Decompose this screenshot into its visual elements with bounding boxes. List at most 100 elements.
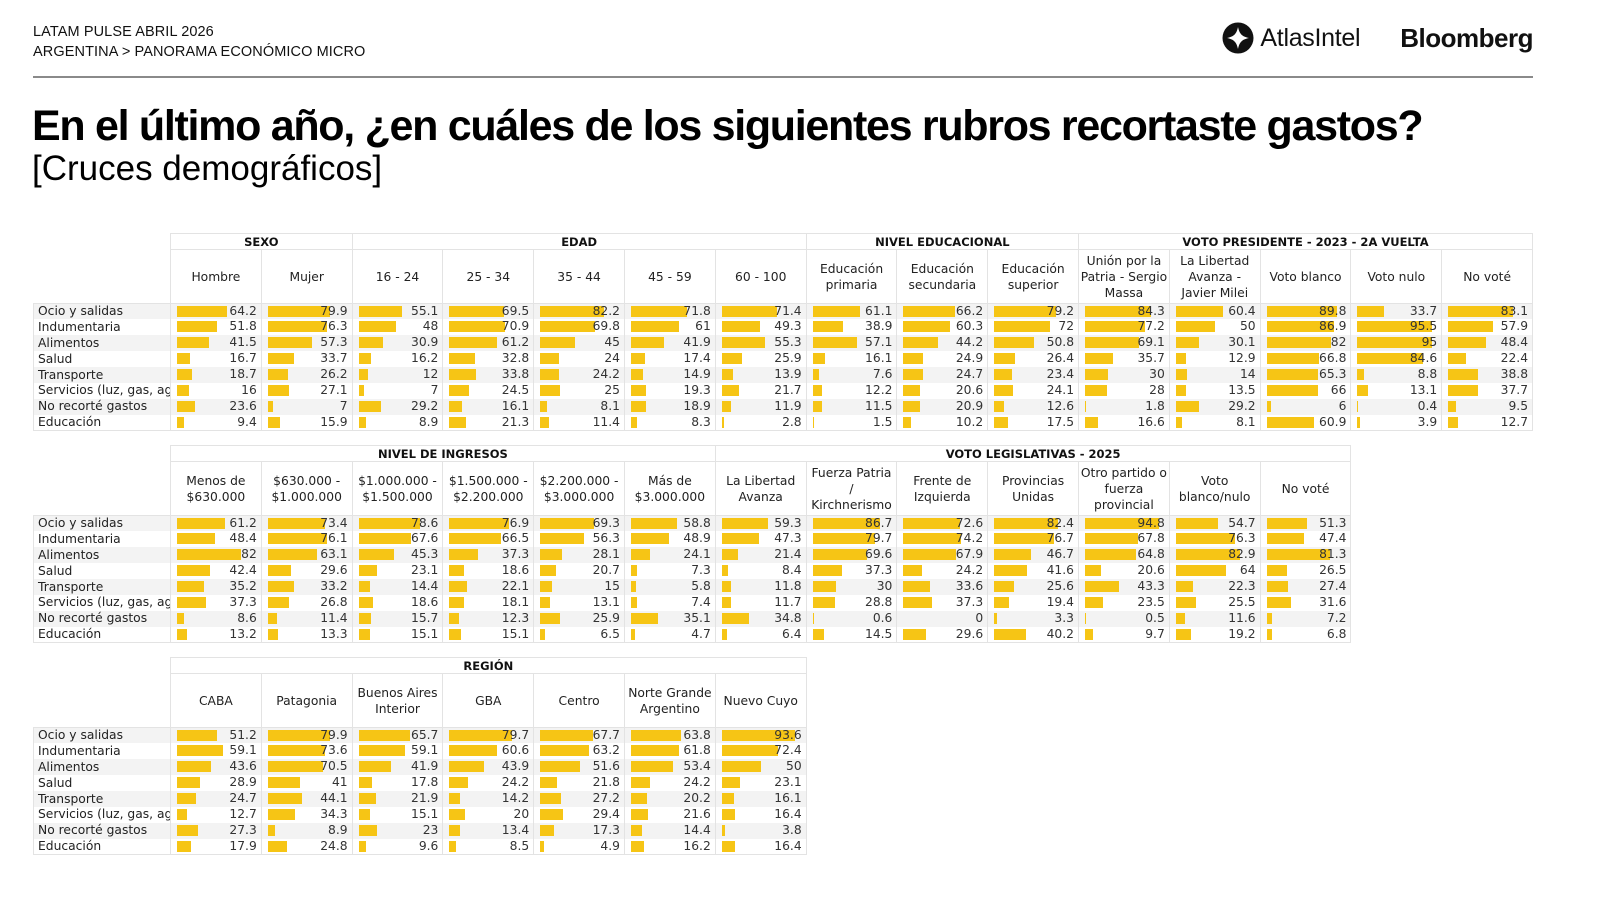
value-label: 55.1 [411, 304, 439, 318]
value-bar [903, 533, 962, 545]
value-label: 71.8 [683, 304, 711, 318]
value-bar [449, 628, 462, 640]
value-bar [1175, 549, 1241, 561]
value-label: 14.2 [501, 791, 530, 806]
table-row: Alimentos 82 63.1 45.3 37.3 28.1 24.1 21.4 69.6 6… [33, 547, 1352, 564]
data-cell: 28.9 [170, 775, 262, 792]
value-label: 77.2 [1137, 319, 1165, 334]
data-cell: 17.3 [533, 822, 625, 839]
value-bar [358, 337, 383, 349]
value-bar [449, 549, 479, 561]
data-cell: 76.7 [987, 531, 1079, 548]
value-bar [994, 596, 1010, 608]
value-label: 66.5 [501, 531, 530, 546]
value-label: 29.2 [411, 398, 439, 413]
data-cell: 6.8 [1259, 626, 1352, 644]
value-bar [1357, 337, 1432, 349]
value-label: 48 [422, 319, 439, 334]
table-row: Transporte 24.7 44.1 21.9 14.2 27.2 20.2 16.1 [33, 791, 807, 807]
table-row: Salud 28.9 41 17.8 24.2 21.8 24.2 23.1 [33, 775, 807, 792]
value-bar [540, 628, 546, 640]
data-cell: 12.3 [442, 610, 535, 627]
value-bar [630, 400, 646, 412]
data-cell: 13.4 [442, 822, 535, 839]
value-bar [994, 353, 1015, 365]
data-cell: 8.5 [442, 838, 535, 856]
data-cell: 67.8 [1077, 531, 1170, 548]
data-cell: 37.3 [805, 563, 898, 580]
value-bar [1175, 533, 1236, 545]
value-bar [449, 565, 464, 577]
value-label: 14.9 [683, 367, 711, 382]
value-bar [721, 745, 779, 757]
value-label: 58.8 [683, 516, 711, 530]
column-header-16-24: 16 - 24 [351, 249, 444, 304]
data-cell: 29.2 [351, 398, 444, 415]
column-header-voto-nulo: Voto nulo [1350, 249, 1443, 304]
value-label: 17.5 [1046, 414, 1075, 429]
value-label: 21.9 [411, 791, 439, 806]
crosstab-table-ingresos-legislativas: NIVEL DE INGRESOS VOTO LEGISLATIVAS - 202… [33, 445, 1352, 644]
data-cell: 13.9 [714, 367, 807, 383]
value-label: 21.8 [592, 775, 620, 790]
value-bar [449, 596, 464, 608]
value-bar [1266, 416, 1315, 428]
value-bar [540, 745, 590, 757]
value-bar [812, 306, 861, 317]
value-bar [1448, 369, 1479, 381]
row-label: Servicios (luz, gas, agı [33, 594, 171, 611]
data-cell: 18.1 [442, 594, 535, 611]
data-cell: 22.1 [442, 579, 535, 595]
value-bar [994, 628, 1026, 640]
value-label: 37.3 [501, 547, 530, 562]
value-bar [358, 840, 367, 852]
data-cell: 79.2 [987, 303, 1080, 320]
value-bar [540, 549, 563, 561]
value-label: 61.2 [501, 335, 530, 350]
value-bar [721, 369, 733, 381]
data-cell: 83.1 [1441, 303, 1534, 320]
value-label: 26.5 [1319, 563, 1347, 578]
value-label: 47.3 [774, 531, 802, 546]
value-label: 33.2 [320, 579, 348, 594]
value-bar [721, 518, 769, 529]
data-cell: 25.6 [987, 579, 1079, 595]
value-label: 15.9 [320, 414, 348, 429]
data-cell: 5.8 [623, 579, 716, 595]
value-label: 24.2 [955, 563, 984, 578]
row-label: Alimentos [33, 335, 171, 352]
value-bar [267, 306, 331, 317]
data-cell: 3.8 [714, 822, 807, 839]
data-cell: 57.9 [1441, 319, 1534, 336]
value-bar [540, 761, 581, 773]
data-cell: 95 [1350, 335, 1443, 352]
data-cell: 32.8 [442, 351, 535, 368]
value-bar [358, 808, 371, 820]
data-cell: 71.8 [623, 303, 716, 320]
value-label: 20.9 [955, 398, 984, 413]
value-bar [177, 824, 199, 836]
data-cell: 50 [714, 759, 807, 776]
value-bar [812, 384, 823, 396]
data-cell: 24.2 [896, 563, 989, 580]
data-cell: 13.1 [533, 594, 625, 611]
value-bar [812, 628, 824, 640]
data-cell: 26.4 [987, 351, 1080, 368]
value-label: 95 [1421, 335, 1438, 350]
data-cell: 82.9 [1168, 547, 1261, 564]
data-cell: 40.2 [987, 626, 1079, 644]
data-cell: 58.8 [623, 515, 716, 532]
data-cell: 70.5 [260, 759, 353, 776]
value-label: 10.2 [955, 414, 984, 429]
value-label: 70.5 [320, 759, 348, 774]
column-header-no-vote: No voté [1441, 249, 1534, 304]
value-bar [449, 533, 502, 545]
data-cell: 24.1 [987, 382, 1080, 399]
value-label: 16.4 [774, 838, 802, 853]
value-bar [358, 533, 412, 545]
data-cell: 37.3 [896, 594, 989, 611]
value-label: 46.7 [1046, 547, 1074, 562]
value-label: 56.3 [592, 531, 620, 546]
row-label: Educación [33, 626, 171, 644]
value-label: 20.2 [683, 791, 711, 806]
